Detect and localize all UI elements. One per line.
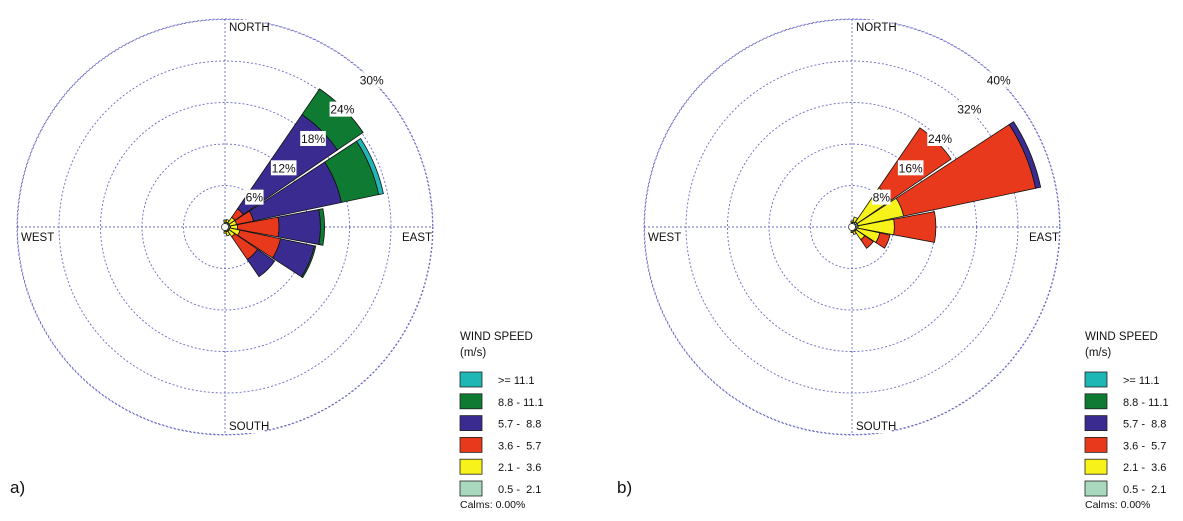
petal-segment xyxy=(271,238,315,278)
legend-label: 5.7 - 8.8 xyxy=(1123,419,1166,431)
legend-swatch xyxy=(459,415,483,432)
legend-swatch xyxy=(1084,371,1108,388)
wind-rose-panel: 8% 16% 24% 32% 40% NORTH SOUTH EAST WEST b) WIND S… xyxy=(617,18,1169,511)
legend-title: WIND SPEED xyxy=(1085,331,1158,343)
petal-segment xyxy=(1008,121,1042,189)
compass-west: WEST xyxy=(648,232,681,244)
ring-label: 18% xyxy=(301,132,325,146)
legend-swatch xyxy=(1084,480,1108,497)
legend-swatch xyxy=(459,436,483,453)
petal-segment xyxy=(318,208,325,246)
panel-label: b) xyxy=(617,478,632,497)
ring-label: 24% xyxy=(928,132,952,146)
legend-label: 3.6 - 5.7 xyxy=(1123,440,1166,452)
compass-east: EAST xyxy=(1029,232,1059,244)
legend-label: >= 11.1 xyxy=(498,375,535,387)
ring-label: 24% xyxy=(330,103,354,117)
compass-south: SOUTH xyxy=(856,421,896,433)
compass-east-bg xyxy=(1028,230,1058,244)
petal-segment xyxy=(893,211,937,243)
legend-label: 8.8 - 11.1 xyxy=(498,397,544,409)
ring-label: 16% xyxy=(899,161,923,175)
petal-segment xyxy=(875,232,891,249)
ring-label-bg xyxy=(245,189,264,205)
petal-segment xyxy=(356,138,384,196)
calms-label: Calms: 0.00% xyxy=(1085,499,1150,511)
legend-label: 2.1 - 3.6 xyxy=(1123,462,1166,474)
compass-east: EAST xyxy=(402,232,432,244)
petal-segment xyxy=(246,248,276,278)
panel-label: a) xyxy=(10,478,25,497)
legend-swatch xyxy=(1084,436,1108,453)
legend-label: 0.5 - 2.1 xyxy=(498,484,541,496)
ring-label-bg xyxy=(897,160,924,176)
ring-label: 30% xyxy=(360,73,384,87)
legend-swatch xyxy=(459,480,483,497)
petal-segment xyxy=(301,88,364,151)
legend-swatch xyxy=(1084,415,1108,432)
legend-label: >= 11.1 xyxy=(1123,375,1160,387)
legend-swatch xyxy=(459,458,483,475)
ring-label: 32% xyxy=(957,103,981,117)
ring-label: 40% xyxy=(987,73,1011,87)
compass-south-bg xyxy=(855,419,892,433)
legend-swatch xyxy=(1084,393,1108,410)
ring-label-bg xyxy=(927,130,953,146)
wind-rose-panel: 6% 12% 18% 24% 30% NORTH SOUTH EAST WEST a) WIND S… xyxy=(10,18,544,511)
legend-swatch xyxy=(459,393,483,410)
compass-south-bg xyxy=(228,419,265,433)
compass-north-bg xyxy=(228,20,265,34)
ring-label-bg xyxy=(329,101,356,117)
petal-segment xyxy=(223,230,227,234)
ring-label-bg xyxy=(358,72,385,88)
petal-segment xyxy=(850,230,854,233)
compass-north: NORTH xyxy=(856,22,897,34)
ring-label: 8% xyxy=(873,191,891,205)
legend-swatch xyxy=(1084,458,1108,475)
compass-east-bg xyxy=(401,230,431,244)
compass-north: NORTH xyxy=(229,22,270,34)
compass-west: WEST xyxy=(21,232,54,244)
petal-segment xyxy=(860,235,874,249)
ring-label-bg xyxy=(300,130,326,146)
legend-label: 3.6 - 5.7 xyxy=(498,440,541,452)
legend-title: WIND SPEED xyxy=(460,331,533,343)
ring-label: 12% xyxy=(272,161,296,175)
legend-label: 8.8 - 11.1 xyxy=(1123,397,1169,409)
ring-label-bg xyxy=(985,72,1012,88)
legend-unit: (m/s) xyxy=(1085,347,1111,359)
legend-label: 2.1 - 3.6 xyxy=(498,462,541,474)
compass-north-bg xyxy=(855,20,892,34)
compass-south: SOUTH xyxy=(229,421,269,433)
compass-west-bg xyxy=(647,230,677,244)
ring-label-bg xyxy=(956,101,983,117)
legend-label: 5.7 - 8.8 xyxy=(498,419,541,431)
calms-label: Calms: 0.00% xyxy=(460,499,525,511)
compass-west-bg xyxy=(20,230,50,244)
calm-circle xyxy=(848,223,856,231)
legend-swatch xyxy=(459,371,483,388)
ring-label: 6% xyxy=(246,191,264,205)
petal-segment xyxy=(300,245,317,279)
ring-label-bg xyxy=(270,160,297,176)
ring-label-bg xyxy=(872,189,891,205)
legend-label: 0.5 - 2.1 xyxy=(1123,484,1166,496)
calm-circle xyxy=(221,223,229,231)
legend-unit: (m/s) xyxy=(460,347,486,359)
